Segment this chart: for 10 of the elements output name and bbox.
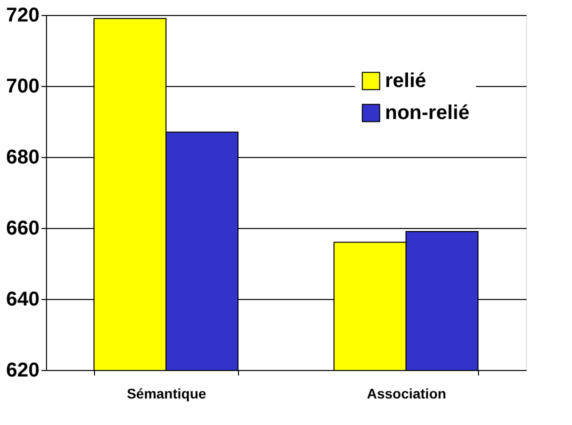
y-tick-label: 680 — [6, 146, 40, 168]
y-tick-label: 660 — [6, 218, 40, 240]
y-tick-label: 720 — [6, 4, 40, 26]
y-tick-label: 700 — [6, 76, 40, 98]
legend-label: relié — [385, 70, 426, 92]
y-tick-label: 640 — [6, 288, 40, 310]
x-tick-label: Sémantique — [126, 386, 206, 402]
x-tick-label: Association — [366, 386, 446, 402]
y-tick-label: 620 — [6, 360, 40, 382]
legend-label: non-relié — [385, 102, 470, 124]
